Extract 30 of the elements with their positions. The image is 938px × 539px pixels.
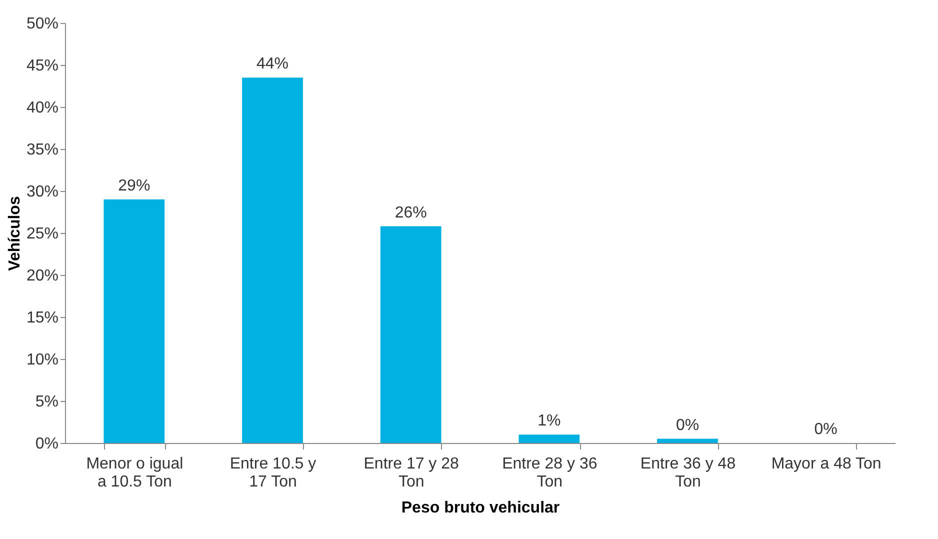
bar (518, 434, 580, 443)
y-tick-label: 10% (26, 352, 58, 368)
y-tick-label: 5% (35, 394, 58, 410)
y-tick-label: 40% (26, 100, 58, 116)
data-label: 0% (814, 421, 838, 438)
y-tick-label: 45% (26, 58, 58, 74)
y-tick-label: 30% (26, 184, 58, 200)
data-label: 26% (394, 204, 427, 222)
x-tick-label: Entre 28 y 36 Ton (502, 456, 598, 490)
data-label: 0% (676, 416, 700, 434)
bar (380, 226, 442, 443)
x-tick-label: Mayor a 48 Ton (771, 456, 882, 472)
y-tick-label: 50% (26, 16, 58, 32)
y-tick-label: 35% (26, 142, 58, 158)
x-tick-label: Entre 36 y 48 Ton (640, 456, 736, 490)
y-tick-label: 25% (26, 226, 58, 242)
y-tick-label: 15% (26, 310, 58, 326)
bar (657, 438, 718, 443)
y-axis-title: Vehículos (6, 196, 24, 271)
data-label: 44% (256, 56, 289, 73)
y-tick-label: 0% (35, 436, 58, 452)
y-tick-label: 20% (26, 268, 58, 284)
data-label: 1% (538, 412, 561, 430)
x-tick-label: Menor o igual a 10.5 Ton (86, 456, 184, 490)
bar (104, 199, 165, 443)
bar (242, 78, 303, 443)
data-label: 29% (118, 177, 150, 194)
x-axis-title: Peso bruto vehicular (401, 500, 560, 516)
x-tick-label: Entre 10.5 y 17 Ton (230, 456, 316, 490)
x-tick-label: Entre 17 y 28 Ton (364, 456, 460, 490)
